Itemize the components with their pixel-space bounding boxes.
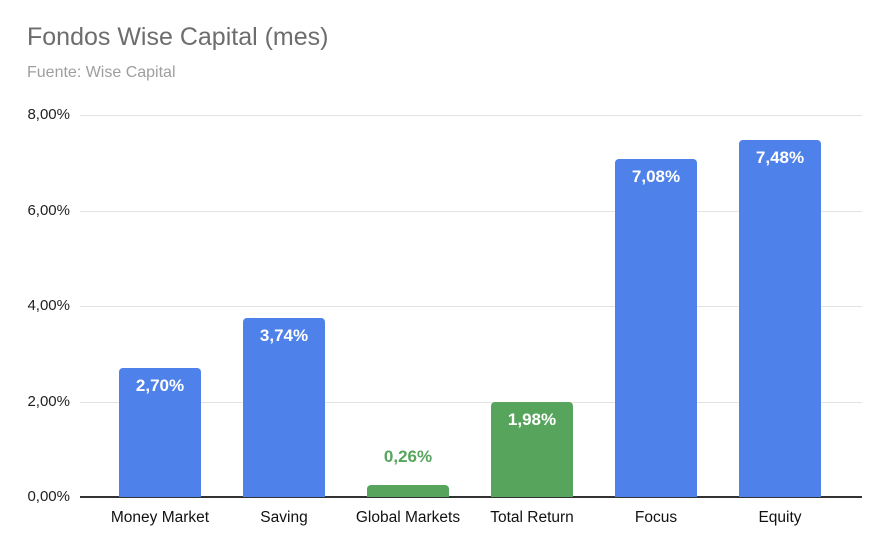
bar-global-markets [367, 484, 449, 497]
chart-subtitle: Fuente: Wise Capital [27, 64, 176, 81]
gridline-2-00- [80, 401, 862, 403]
bar-equity: 7,48% [739, 139, 821, 497]
category-label-equity: Equity [758, 509, 802, 526]
bar-column-focus: 7,08% Focus [594, 115, 718, 526]
y-tick-label-6-00-: 6,00% [27, 201, 70, 219]
value-label-equity: 7,48% [755, 147, 805, 167]
bar-column-equity: 7,48% Equity [718, 115, 842, 526]
bar-focus: 7,08% [615, 158, 697, 497]
category-label-money-market: Money Market [110, 509, 210, 526]
category-label-global-markets: Global Markets [355, 509, 461, 526]
value-label-saving: 3,74% [259, 326, 309, 346]
plot-gridlines [80, 115, 862, 498]
y-tick-label-2-00-: 2,00% [27, 392, 70, 410]
bar-money-market: 2,70% [119, 368, 201, 497]
bar-saving: 3,74% [243, 318, 325, 497]
value-label-focus: 7,08% [631, 166, 681, 186]
y-tick-label-4-00-: 4,00% [27, 297, 70, 314]
value-label-money-market: 2,70% [135, 376, 185, 396]
gridline-8-00- [80, 115, 862, 116]
category-label-total-return: Total Return [490, 509, 574, 526]
bar-column-saving: 3,74% Saving [222, 115, 346, 526]
gridline-4-00- [80, 306, 862, 307]
value-label-global-markets: 0,26% [383, 446, 433, 466]
bar-total-return: 1,98% [491, 402, 573, 497]
bar-column-global-markets: 0,26% Global Markets [346, 115, 470, 526]
x-axis-line [80, 496, 862, 498]
category-label-saving: Saving [260, 509, 308, 526]
category-label-focus: Focus [634, 509, 678, 526]
plot-area: 2,70% Money Market 3,74% Saving 0,26% Global … [98, 115, 842, 526]
y-tick-label-8-00-: 8,00% [27, 106, 70, 123]
bar-column-total-return: 1,98% Total Return [470, 115, 594, 526]
value-label-total-return: 1,98% [507, 410, 557, 430]
gridline-6-00- [80, 210, 862, 212]
chart-title: Fondos Wise Capital (mes) [27, 23, 329, 51]
y-tick-label-0-00-: 0,00% [27, 488, 70, 505]
bar-column-money-market: 2,70% Money Market [98, 115, 222, 526]
